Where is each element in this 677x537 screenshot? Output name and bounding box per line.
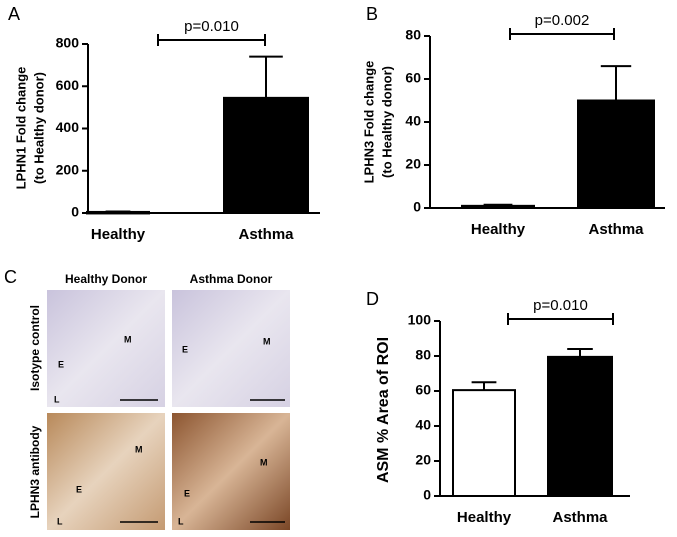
x-tick-label: Healthy <box>457 509 512 526</box>
tissue-label: L <box>178 516 184 526</box>
y-tick-label: 0 <box>413 199 421 215</box>
tissue-label: E <box>58 359 64 369</box>
panel-label: C <box>4 267 17 287</box>
bar <box>223 96 309 214</box>
tissue-label: L <box>57 516 63 526</box>
row-label: LPHN3 antibody <box>28 425 42 518</box>
y-tick-label: 60 <box>405 70 421 86</box>
y-axis-label: LPHN3 Fold change <box>361 61 376 184</box>
x-tick-label: Healthy <box>91 226 146 243</box>
y-tick-label: 100 <box>408 312 432 328</box>
y-tick-label: 60 <box>415 382 431 398</box>
y-axis-label: ASM % Area of ROI <box>375 337 392 483</box>
panel-label: D <box>366 289 379 309</box>
tissue-label: M <box>260 457 268 467</box>
y-tick-label: 400 <box>56 119 80 135</box>
bar <box>86 210 150 215</box>
y-tick-label: 80 <box>405 27 421 43</box>
y-tick-label: 40 <box>405 113 421 129</box>
row-label: Isotype control <box>28 305 42 391</box>
panel-label: A <box>8 4 20 24</box>
tissue-label: M <box>135 444 143 454</box>
bar <box>547 355 613 497</box>
panel-label: B <box>366 4 378 24</box>
tissue-label: M <box>124 334 132 344</box>
tissue-label: E <box>184 488 190 498</box>
y-tick-label: 600 <box>56 77 80 93</box>
y-tick-label: 200 <box>56 161 80 177</box>
y-axis-label: (to Healthy donor) <box>379 66 394 178</box>
y-tick-label: 0 <box>423 487 431 503</box>
micrograph <box>172 290 290 407</box>
x-tick-label: Asthma <box>588 221 644 238</box>
y-tick-label: 800 <box>56 35 80 51</box>
bar <box>577 99 655 209</box>
bar <box>452 389 516 497</box>
column-label: Asthma Donor <box>190 272 273 286</box>
y-tick-label: 20 <box>405 156 421 172</box>
micrograph <box>47 290 165 407</box>
column-label: Healthy Donor <box>65 272 147 286</box>
micrograph <box>172 413 290 530</box>
y-tick-label: 20 <box>415 452 431 468</box>
annotation: p=0.010 <box>184 18 239 35</box>
y-tick-label: 80 <box>415 347 431 363</box>
y-tick-label: 40 <box>415 417 431 433</box>
x-tick-label: Asthma <box>552 509 608 526</box>
x-tick-label: Healthy <box>471 221 526 238</box>
tissue-label: M <box>263 336 271 346</box>
tissue-label: L <box>54 394 60 404</box>
x-tick-label: Asthma <box>238 226 294 243</box>
y-tick-label: 0 <box>71 204 79 220</box>
micrograph <box>47 413 165 530</box>
tissue-label: E <box>76 484 82 494</box>
y-axis-label: LPHN1 Fold change <box>13 67 28 190</box>
y-axis-label: (to Healthy donor) <box>31 72 46 184</box>
annotation: p=0.010 <box>533 297 588 314</box>
annotation: p=0.002 <box>535 12 590 29</box>
bar <box>461 204 535 210</box>
tissue-label: E <box>182 344 188 354</box>
